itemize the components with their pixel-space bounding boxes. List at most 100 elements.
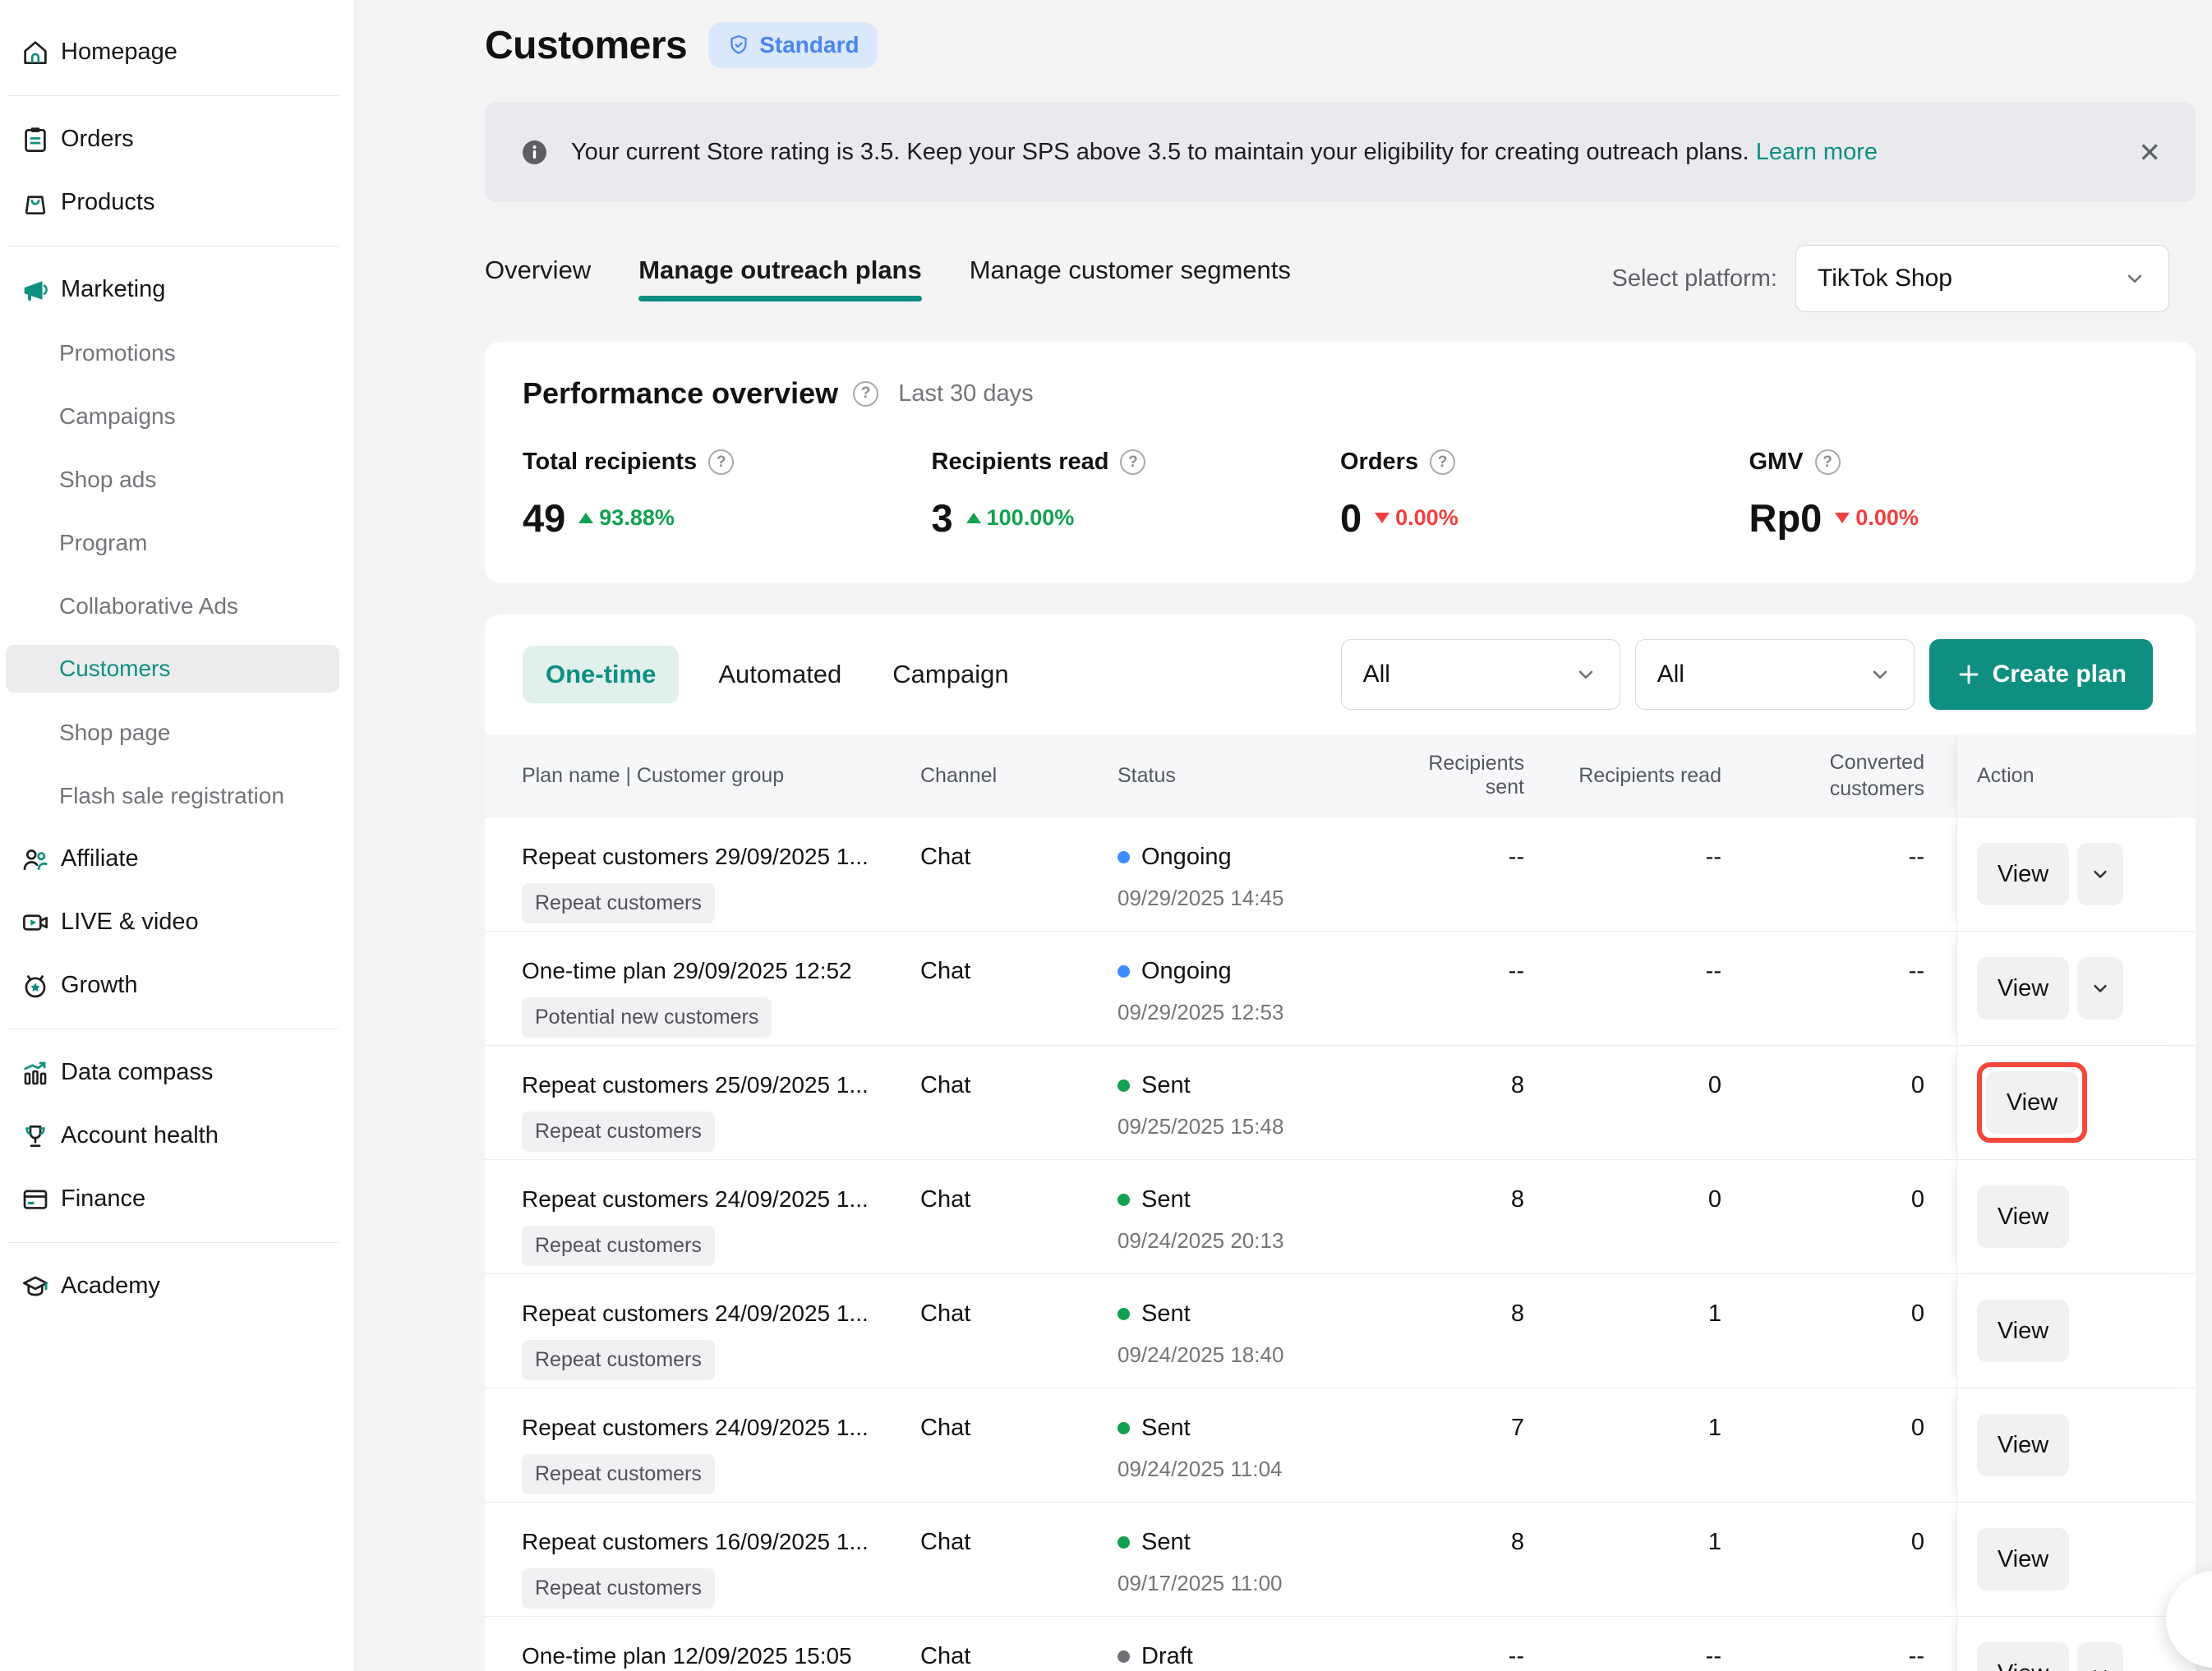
table-row: One-time plan 29/09/2025 12:52 Potential … (485, 931, 2196, 1045)
triangle-up-icon (965, 513, 981, 523)
sidebar-item-products[interactable]: Products (0, 171, 354, 234)
plan-name-cell: Repeat customers 24/09/2025 1... Repeat c… (485, 1160, 883, 1273)
sidebar-item-data-compass[interactable]: Data compass (0, 1041, 354, 1104)
sidebar-item-program[interactable]: Program (0, 511, 354, 574)
help-icon[interactable]: ? (1120, 449, 1146, 475)
view-button[interactable]: View (1977, 1642, 2069, 1671)
metric-delta: 93.88% (578, 505, 675, 531)
sidebar-item-promotions[interactable]: Promotions (0, 321, 354, 384)
sidebar-item-label: Data compass (61, 1059, 214, 1085)
sidebar-item-label: Marketing (61, 276, 166, 302)
view-button[interactable]: View (1986, 1071, 2078, 1134)
create-plan-button[interactable]: Create plan (1929, 639, 2153, 710)
type-tab-automated[interactable]: Automated (718, 660, 842, 688)
plans-table-body: Repeat customers 29/09/2025 1... Repeat c… (485, 817, 2196, 1671)
sidebar-item-growth[interactable]: Growth (0, 954, 354, 1017)
sidebar-item-live-video[interactable]: LIVE & video (0, 891, 354, 954)
tab-manage-outreach-plans[interactable]: Manage outreach plans (638, 255, 922, 302)
status-text: Sent (1141, 1529, 1191, 1555)
sidebar-item-label: Collaborative Ads (59, 592, 238, 619)
sidebar-item-campaigns[interactable]: Campaigns (0, 384, 354, 448)
view-menu-button[interactable] (2077, 1642, 2123, 1671)
sidebar-item-academy[interactable]: Academy (0, 1254, 354, 1318)
status-text: Ongoing (1141, 958, 1232, 984)
chevron-down-icon (2089, 863, 2112, 886)
customer-group-tag: Repeat customers (522, 1568, 715, 1609)
products-icon (20, 187, 51, 219)
tab-manage-customer-segments[interactable]: Manage customer segments (969, 255, 1291, 284)
tabs: Overview Manage outreach plans Manage cu… (485, 255, 1291, 302)
status-line: Sent (1118, 1186, 1397, 1213)
view-button[interactable]: View (1977, 843, 2069, 905)
channel-value: Chat (920, 844, 971, 870)
sidebar-item-flash-sale-registration[interactable]: Flash sale registration (0, 764, 354, 827)
sidebar-item-shop-ads[interactable]: Shop ads (0, 448, 354, 511)
plan-name: One-time plan 29/09/2025 12:52 (522, 958, 852, 983)
status-line: Sent (1118, 1300, 1397, 1328)
converted-customers-value: 0 (1910, 1072, 1924, 1098)
converted-customers-value: -- (1908, 958, 1924, 984)
column-header-converted-customers-label: Converted customers (1829, 751, 1924, 800)
close-icon[interactable]: ✕ (2138, 136, 2161, 168)
view-button[interactable]: View (1977, 1300, 2069, 1362)
filter-select-2[interactable]: All (1634, 639, 1915, 710)
status-text: Sent (1141, 1415, 1191, 1441)
status-cell: Sent 09/24/2025 20:13 (1081, 1160, 1397, 1273)
column-header-converted-customers: Converted customers (1721, 749, 1924, 802)
status-dot-icon (1118, 1194, 1130, 1206)
view-menu-button[interactable] (2077, 957, 2123, 1020)
filter-select-1[interactable]: All (1340, 639, 1620, 710)
metric-delta: 0.00% (1835, 505, 1919, 531)
sidebar-item-label: Promotions (59, 339, 176, 366)
column-gap (1924, 817, 1956, 931)
recipients-sent-value: -- (1508, 958, 1524, 984)
plan-name-cell: Repeat customers 24/09/2025 1... Repeat c… (485, 1274, 883, 1388)
sidebar-item-orders[interactable]: Orders (0, 108, 354, 171)
metric-delta: 0.00% (1375, 505, 1459, 531)
help-icon[interactable]: ? (1430, 449, 1456, 475)
view-menu-button[interactable] (2077, 843, 2123, 905)
customer-group-tag: Repeat customers (522, 883, 715, 923)
help-icon[interactable]: ? (708, 449, 735, 475)
converted-customers-value: -- (1908, 1643, 1924, 1669)
sidebar-item-shop-page[interactable]: Shop page (0, 701, 354, 764)
status-dot-icon (1118, 1308, 1130, 1320)
sidebar-nav: Homepage Orders Products Marketing Promotion… (0, 0, 355, 1671)
plans-card: One-time Automated Campaign All All (485, 615, 2196, 1671)
table-row: Repeat customers 24/09/2025 1... Repeat c… (485, 1159, 2196, 1273)
view-button[interactable]: View (1977, 1414, 2069, 1476)
tab-overview[interactable]: Overview (485, 255, 592, 284)
sidebar-item-label: Academy (61, 1273, 160, 1299)
triangle-up-icon (578, 513, 594, 523)
sidebar-item-collaborative-ads[interactable]: Collaborative Ads (0, 574, 354, 638)
triangle-down-icon (1375, 513, 1390, 523)
view-button[interactable]: View (1977, 1185, 2069, 1248)
metrics-grid: Total recipients? 49 93.88% Recipients read… (523, 449, 2158, 541)
view-button[interactable]: View (1977, 1528, 2069, 1590)
view-button[interactable]: View (1977, 957, 2069, 1020)
help-icon[interactable]: ? (1814, 449, 1841, 475)
sidebar-item-account-health[interactable]: Account health (0, 1104, 354, 1167)
status-date: 09/24/2025 18:40 (1118, 1342, 1284, 1367)
chevron-down-icon (2089, 1662, 2112, 1671)
sidebar-item-finance[interactable]: Finance (0, 1167, 354, 1231)
sidebar-item-customers[interactable]: Customers (6, 645, 339, 693)
help-icon[interactable]: ? (853, 380, 879, 407)
metric-value-row: Rp0 0.00% (1749, 495, 2159, 541)
sidebar-item-label: Finance (61, 1185, 146, 1212)
sidebar-item-marketing[interactable]: Marketing (0, 258, 354, 321)
channel-value: Chat (920, 1300, 971, 1327)
recipients-read-value: 1 (1707, 1300, 1721, 1327)
learn-more-link[interactable]: Learn more (1755, 138, 1878, 165)
recipients-sent-value: 8 (1510, 1529, 1524, 1555)
metric-recipients-read: Recipients read? 3 100.00% (932, 449, 1341, 541)
sidebar-item-homepage[interactable]: Homepage (0, 21, 354, 84)
tabs-row: Overview Manage outreach plans Manage cu… (485, 245, 2196, 312)
platform-select[interactable]: TikTok Shop (1795, 245, 2169, 312)
sidebar-item-affiliate[interactable]: Affiliate (0, 827, 354, 891)
orders-icon (20, 124, 51, 155)
column-header-channel: Channel (920, 763, 998, 787)
type-tab-one-time[interactable]: One-time (523, 646, 680, 703)
recipients-read-value: 0 (1707, 1072, 1721, 1098)
type-tab-campaign[interactable]: Campaign (892, 660, 1009, 688)
